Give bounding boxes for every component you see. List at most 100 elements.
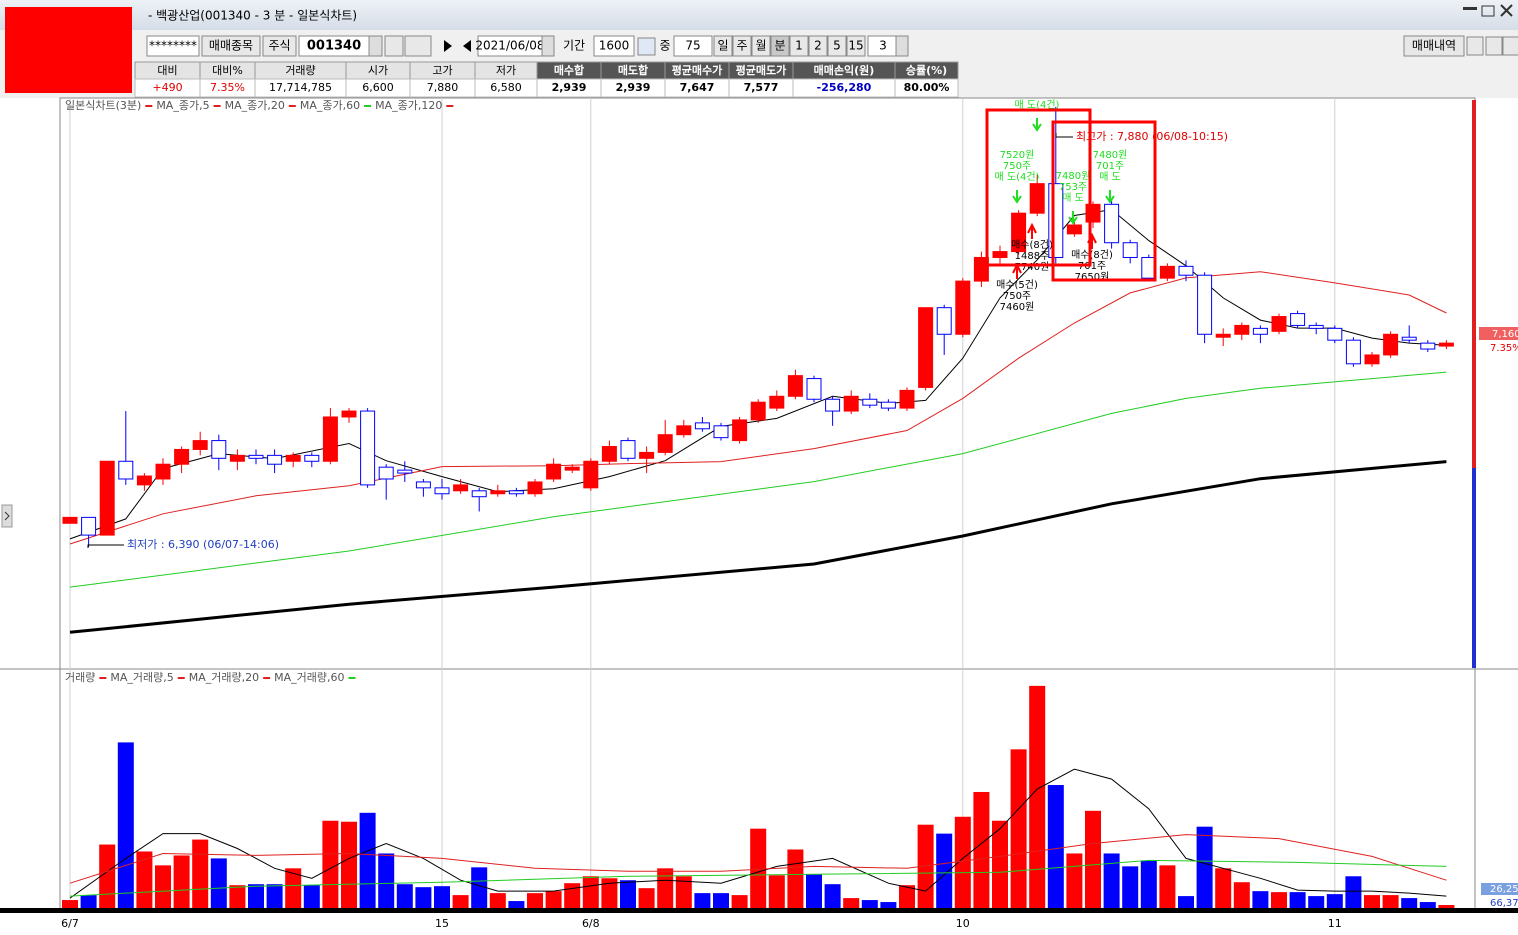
volume-bar [992, 820, 1008, 908]
sort-icon[interactable] [404, 35, 432, 57]
candle-body [601, 445, 617, 462]
x-tick-label: 6/8 [582, 917, 600, 930]
candle-body [880, 401, 896, 409]
trade-item-button[interactable]: 매매종목 [209, 39, 253, 53]
interval-dropdown[interactable] [895, 35, 909, 57]
candle-body [825, 398, 841, 412]
table-value: 6,580 [490, 81, 522, 94]
volume-bar [861, 900, 878, 908]
market-button[interactable]: 주식 [268, 39, 290, 53]
unit-button-box[interactable] [770, 35, 790, 57]
search-icon[interactable] [384, 35, 404, 57]
close[interactable] [1500, 4, 1513, 17]
unit-button[interactable]: 월 [755, 39, 766, 53]
maximize[interactable] [1481, 5, 1495, 17]
volume-bar [1196, 826, 1213, 908]
unit-button-box[interactable] [713, 35, 733, 57]
trade-label: 매 도 [1099, 171, 1121, 183]
minimize[interactable] [1463, 7, 1477, 10]
account-mask[interactable]: ******** [149, 39, 197, 53]
volume-bar [657, 868, 674, 908]
volume-bar [713, 893, 729, 908]
volume-bar [731, 895, 748, 908]
table-value: 80.00% [904, 81, 950, 94]
period-icon[interactable] [637, 37, 656, 56]
period-field[interactable]: 1600 [599, 39, 630, 53]
code-dropdown[interactable] [368, 35, 383, 57]
volume-bar [899, 885, 915, 908]
date-dropdown[interactable] [541, 35, 555, 57]
interval-field[interactable]: 3 [879, 39, 887, 53]
volume-bar [954, 816, 971, 908]
next-arrow[interactable] [444, 40, 452, 52]
candle-body [1345, 339, 1361, 365]
unit-button[interactable]: 1 [795, 39, 803, 53]
candle-body [1159, 265, 1175, 279]
unit-button[interactable]: 일 [717, 39, 728, 53]
trade-item-button-box[interactable] [201, 35, 261, 57]
candle-body [62, 516, 78, 524]
window-title: - 백광산업(001340 - 3 분 - 일본식차트) [148, 9, 357, 23]
table-value: 7,577 [744, 81, 779, 94]
market-button-box[interactable] [262, 35, 297, 57]
stock-code[interactable]: 001340 [307, 39, 361, 54]
candle-body [955, 280, 971, 335]
unit-button-box[interactable] [789, 35, 809, 57]
candle-body [415, 481, 431, 489]
period-field-box[interactable] [593, 35, 635, 57]
unit-button-box[interactable] [808, 35, 828, 57]
trade-label: 1488주 [1015, 251, 1050, 262]
volume-bar [564, 883, 581, 908]
mid-field-box[interactable] [673, 35, 713, 57]
history-button-box[interactable] [1403, 35, 1465, 57]
candle-body [1085, 203, 1101, 223]
volume-bar [1178, 896, 1194, 908]
unit-button-box[interactable] [827, 35, 847, 57]
volume-bar [434, 886, 450, 908]
legend-entry: MA_종가,20 [225, 99, 285, 112]
candle-body [285, 454, 301, 462]
candle-body [322, 416, 338, 462]
volume-bar [341, 821, 357, 908]
unit-button[interactable]: 분 [774, 39, 785, 53]
volume-bar [527, 893, 543, 908]
unit-button[interactable]: 5 [833, 39, 841, 53]
history-button[interactable]: 매매내역 [1412, 39, 1456, 53]
candle-body [136, 475, 152, 486]
unit-button[interactable]: 주 [736, 39, 747, 53]
date-field[interactable]: 2021/06/08 [475, 39, 544, 53]
highlight-box [985, 108, 1092, 267]
prev-arrow[interactable] [463, 40, 471, 52]
unit-button[interactable]: 2 [814, 39, 822, 53]
candle-body [267, 454, 283, 465]
volume-bar [1010, 749, 1027, 908]
tool-icon[interactable] [1485, 36, 1503, 56]
scale-bar-down [1472, 468, 1476, 668]
volume-bar [173, 855, 190, 908]
trade-arrow [1068, 211, 1078, 225]
unit-button-box[interactable] [846, 35, 866, 57]
side-toggle[interactable] [1, 504, 13, 528]
candle-body [229, 454, 245, 462]
candle-body [546, 463, 562, 480]
unit-button[interactable]: 15 [848, 39, 863, 53]
legend-entry: MA_거래량,60 [274, 671, 344, 684]
trade-label: 753주 [1059, 182, 1087, 193]
volume-bar [582, 876, 599, 908]
x-tick-label: 11 [1328, 917, 1342, 930]
account-mask-box[interactable] [146, 35, 200, 57]
unit-button-box[interactable] [732, 35, 752, 57]
candle-body [527, 481, 543, 495]
tool-icon[interactable] [1466, 36, 1484, 56]
unit-button-box[interactable] [751, 35, 771, 57]
candle-body [1215, 333, 1231, 338]
volume-bar [1140, 860, 1157, 908]
candle-body [918, 307, 934, 388]
volume-bar [694, 893, 711, 908]
mid-field[interactable]: 75 [685, 39, 700, 53]
tool-icon[interactable] [1502, 36, 1518, 56]
candle-body [1178, 265, 1194, 276]
candle-body [1122, 242, 1138, 258]
table-value-cell [894, 78, 959, 98]
table-value: 2,939 [552, 81, 587, 94]
